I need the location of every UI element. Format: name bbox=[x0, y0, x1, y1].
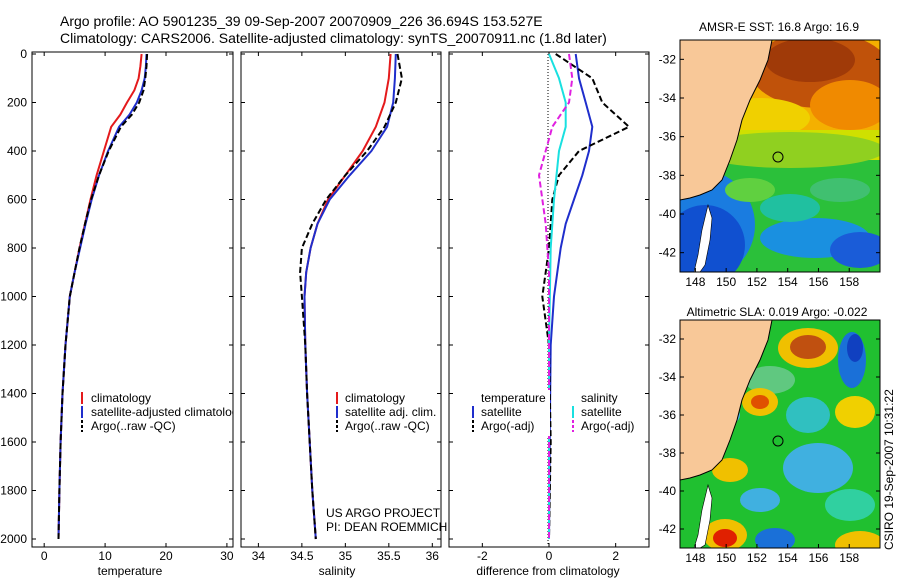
x-tick-label: 35 bbox=[339, 549, 353, 563]
lat-tick-label: -42 bbox=[659, 522, 677, 536]
y-tick-label: 2000 bbox=[0, 532, 27, 546]
header-line-2: Climatology: CARS2006. Satellite-adjuste… bbox=[60, 30, 607, 46]
lon-tick-label: 150 bbox=[716, 275, 736, 289]
legend-backing-temperature bbox=[470, 390, 550, 436]
y-tick-label: 400 bbox=[7, 144, 27, 158]
legend-salinity-title: salinity bbox=[581, 391, 618, 405]
lat-tick-label: -34 bbox=[659, 91, 677, 105]
sla-map-frame bbox=[679, 319, 881, 549]
sst-map-frame bbox=[679, 39, 881, 273]
lat-tick-label: -32 bbox=[659, 52, 677, 66]
legend-argo: Argo(..raw -QC) bbox=[91, 419, 176, 433]
sst-map bbox=[680, 40, 880, 272]
x-tick-label: 10 bbox=[98, 549, 112, 563]
legend-sal-argo: Argo(-adj) bbox=[581, 419, 634, 433]
lat-tick-label: -40 bbox=[659, 484, 677, 498]
x-tick-label: 20 bbox=[159, 549, 173, 563]
map-axes: -32 -34 -36 -38 -40 -42 148 150 152 154 156 158 -32 -… bbox=[659, 52, 880, 565]
salinity-x-axis: 34 34.5 35 35.5 36 bbox=[252, 52, 440, 563]
series-line-argo-raw-qc- bbox=[299, 53, 403, 540]
lat-tick-label: -38 bbox=[659, 446, 677, 460]
y-tick-label: 1600 bbox=[0, 435, 27, 449]
y-tick-label: 1200 bbox=[0, 338, 27, 352]
lat-tick-label: -36 bbox=[659, 130, 677, 144]
temperature-panel bbox=[31, 51, 234, 548]
salinity-series bbox=[299, 53, 403, 540]
legend-climatology: climatology bbox=[91, 391, 151, 405]
sla-map-title: Altimetric SLA: 0.019 Argo: -0.022 bbox=[687, 305, 868, 319]
x-tick-label: 35.5 bbox=[377, 549, 401, 563]
lon-tick-label: 150 bbox=[716, 551, 736, 565]
y-tick-label: 0 bbox=[20, 47, 27, 61]
legend-satellite-adjusted: satellite-adjusted climatology bbox=[91, 405, 244, 419]
lon-tick-label: 156 bbox=[808, 551, 828, 565]
lat-tick-label: -36 bbox=[659, 408, 677, 422]
temperature-x-axis: 0 10 20 30 bbox=[41, 52, 234, 563]
series-line-climatology bbox=[303, 53, 392, 540]
lon-tick-label: 154 bbox=[778, 275, 798, 289]
series-line-argo-raw-qc- bbox=[57, 53, 149, 540]
x-tick-label: 34.5 bbox=[290, 549, 314, 563]
lat-tick-label: -34 bbox=[659, 370, 677, 384]
x-tick-label: -2 bbox=[477, 549, 488, 563]
y-tick-label: 800 bbox=[7, 241, 27, 255]
series-line-satellite bbox=[548, 53, 567, 539]
lon-tick-label: 154 bbox=[778, 551, 798, 565]
x-tick-label: 0 bbox=[41, 549, 48, 563]
x-tick-label: 0 bbox=[546, 549, 553, 563]
lon-tick-label: 156 bbox=[808, 275, 828, 289]
lat-tick-label: -38 bbox=[659, 168, 677, 182]
lon-tick-label: 152 bbox=[747, 275, 767, 289]
difference-series bbox=[538, 53, 630, 540]
legend-climatology: climatology bbox=[345, 391, 405, 405]
salinity-panel bbox=[240, 51, 442, 548]
y-tick-label: 1400 bbox=[0, 387, 27, 401]
x-tick-label: 34 bbox=[252, 549, 266, 563]
credit-pi: PI: DEAN ROEMMICH bbox=[326, 520, 447, 534]
legend-temperature-title: temperature bbox=[481, 391, 546, 405]
salinity-legend: climatology satellite adj. clim. Argo(..… bbox=[326, 391, 447, 534]
header-line-1: Argo profile: AO 5901235_39 09-Sep-2007 … bbox=[60, 13, 543, 29]
legend-satellite-adj: satellite adj. clim. bbox=[345, 405, 436, 419]
difference-x-label: difference from climatology bbox=[476, 564, 619, 578]
legend-sal-satellite: satellite bbox=[581, 405, 622, 419]
y-tick-label: 1000 bbox=[0, 290, 27, 304]
x-tick-label: 30 bbox=[220, 549, 234, 563]
lon-tick-label: 148 bbox=[685, 275, 705, 289]
series-line-argo-adj- bbox=[538, 53, 574, 539]
lon-tick-label: 148 bbox=[685, 551, 705, 565]
y-tick-label: 600 bbox=[7, 193, 27, 207]
temperature-legend: climatology satellite-adjusted climatolo… bbox=[81, 391, 244, 433]
lat-tick-label: -40 bbox=[659, 207, 677, 221]
series-line-satellite bbox=[548, 53, 594, 540]
sst-map-title: AMSR-E SST: 16.8 Argo: 16.9 bbox=[699, 20, 859, 34]
lat-tick-label: -32 bbox=[659, 332, 677, 346]
x-tick-label: 2 bbox=[612, 549, 619, 563]
lon-tick-label: 158 bbox=[839, 275, 859, 289]
difference-legend: temperature satellite Argo(-adj) salinit… bbox=[470, 390, 644, 436]
lon-tick-label: 158 bbox=[839, 551, 859, 565]
depth-axis: 0 200 400 600 800 1000 1200 1400 1600 1800 2000 bbox=[0, 47, 649, 546]
temperature-x-label: temperature bbox=[98, 564, 163, 578]
series-line-satellite-adjusted-climatology bbox=[57, 53, 148, 540]
x-tick-label: 36 bbox=[426, 549, 440, 563]
lat-tick-label: -42 bbox=[659, 246, 677, 260]
sla-map bbox=[680, 320, 880, 548]
credit-project: US ARGO PROJECT bbox=[326, 506, 441, 520]
series-line-argo-adj- bbox=[541, 53, 630, 540]
lon-tick-label: 152 bbox=[747, 551, 767, 565]
side-label: CSIRO 19-Sep-2007 10:31:22 bbox=[882, 389, 896, 550]
series-line-satellite-adj-clim- bbox=[303, 53, 397, 540]
legend-argo: Argo(..raw -QC) bbox=[345, 419, 430, 433]
legend-temp-satellite: satellite bbox=[481, 405, 522, 419]
y-tick-label: 200 bbox=[7, 96, 27, 110]
temperature-series bbox=[57, 53, 149, 540]
y-tick-label: 1800 bbox=[0, 484, 27, 498]
salinity-x-label: salinity bbox=[319, 564, 356, 578]
series-line-climatology bbox=[57, 53, 143, 540]
legend-temp-argo: Argo(-adj) bbox=[481, 419, 534, 433]
